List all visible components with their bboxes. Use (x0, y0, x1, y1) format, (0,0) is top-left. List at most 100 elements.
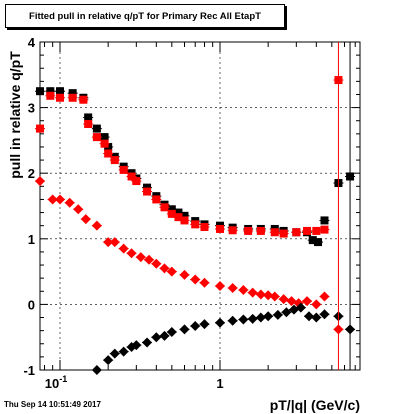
data-point-diamond (199, 277, 210, 288)
data-point-diamond (118, 346, 129, 357)
data-point-square (55, 87, 64, 96)
data-point-diamond (109, 348, 120, 359)
data-point-square (244, 226, 253, 235)
data-series (35, 76, 344, 238)
data-point-square (174, 213, 183, 222)
data-point-diamond (311, 299, 322, 310)
data-point-diamond (302, 296, 313, 307)
data-point-diamond (214, 317, 225, 328)
data-point-square (160, 203, 169, 212)
data-point-square (303, 226, 312, 235)
data-point-diamond (190, 321, 201, 332)
data-point-diamond (35, 176, 45, 187)
data-point-square (55, 93, 64, 102)
data-point-diamond (295, 302, 306, 313)
data-point-square (79, 95, 88, 104)
y-tick-label: -1 (23, 363, 35, 378)
y-tick-label: 1 (28, 232, 35, 247)
data-point-diamond (151, 332, 162, 343)
data-point-diamond (227, 283, 238, 293)
data-point-diamond (54, 194, 65, 205)
data-point-diamond (263, 290, 274, 301)
data-point-diamond (311, 312, 322, 323)
data-series (91, 302, 356, 375)
data-point-diamond (281, 307, 292, 318)
data-point-diamond (272, 309, 283, 320)
data-point-diamond (179, 269, 190, 280)
data-series (35, 176, 344, 335)
data-point-diamond (91, 220, 102, 231)
data-point-diamond (166, 266, 177, 277)
data-point-diamond (109, 237, 120, 248)
data-point-diamond (247, 287, 258, 298)
y-axis-label: pull in relative q/pT (7, 51, 23, 179)
data-point-square (92, 133, 101, 142)
chart-title: Fitted pull in relative q/pT for Primary… (5, 4, 285, 28)
data-point-square (167, 209, 176, 218)
data-point-diamond (159, 263, 170, 274)
data-point-square (312, 226, 321, 235)
data-point-square (215, 224, 224, 233)
data-point-square (180, 216, 189, 225)
x-tick-label: 1 (216, 376, 223, 391)
data-point-diamond (238, 314, 249, 325)
data-point-square (100, 139, 109, 148)
data-point-square (308, 236, 317, 245)
data-point-square (320, 216, 329, 225)
y-tick-label: 0 (28, 297, 35, 312)
data-point-diamond (151, 258, 162, 269)
data-point-square (46, 91, 55, 100)
data-point-square (256, 226, 265, 235)
x-axis-label: pT/|q| (GeV/c) (270, 397, 360, 413)
data-point-square (46, 87, 55, 96)
data-point-square (119, 165, 128, 174)
data-point-diamond (159, 330, 170, 341)
data-point-square (84, 113, 93, 122)
data-point-square (127, 172, 136, 181)
data-point-diamond (214, 281, 225, 292)
data-point-square (132, 177, 141, 186)
data-point-diamond (227, 315, 238, 326)
data-point-square (68, 93, 77, 102)
data-point-square (36, 87, 44, 96)
data-point-square (92, 124, 101, 133)
data-point-square (84, 120, 93, 128)
data-point-square (320, 225, 329, 234)
axes: -1 0 1 2 3 4 10-1 1 (23, 35, 360, 391)
data-point-diamond (73, 204, 84, 215)
data-point-square (68, 89, 77, 98)
data-point-square (167, 205, 176, 214)
data-point-square (110, 156, 119, 165)
data-point-square (270, 228, 279, 237)
data-point-diamond (47, 194, 58, 205)
data-point-diamond (319, 309, 330, 320)
timestamp: Thu Sep 14 10:51:49 2017 (4, 400, 101, 409)
y-tick-label: 4 (28, 35, 36, 50)
data-point-diamond (263, 311, 274, 322)
data-point-diamond (103, 237, 114, 248)
data-point-diamond (190, 274, 201, 285)
data-point-diamond (91, 365, 102, 375)
data-point-square (174, 208, 183, 217)
plot-border (39, 41, 361, 371)
data-point-square (200, 222, 209, 231)
data-point-diamond (303, 311, 314, 322)
data-point-diamond (131, 340, 142, 351)
data-point-square (100, 133, 109, 142)
data-point-diamond (319, 291, 330, 302)
data-point-square (104, 149, 113, 158)
data-point-square (314, 238, 323, 247)
data-point-diamond (126, 248, 137, 259)
data-point-diamond (278, 294, 289, 305)
data-point-diamond (238, 284, 249, 295)
data-point-square (279, 229, 288, 238)
data-point-square (152, 195, 161, 204)
y-tick-label: 2 (28, 166, 35, 181)
data-point-diamond (199, 319, 210, 330)
data-point-diamond (103, 355, 114, 366)
data-point-diamond (247, 313, 258, 324)
data-point-square (180, 211, 189, 220)
data-point-diamond (255, 312, 266, 323)
data-point-diamond (143, 254, 154, 265)
